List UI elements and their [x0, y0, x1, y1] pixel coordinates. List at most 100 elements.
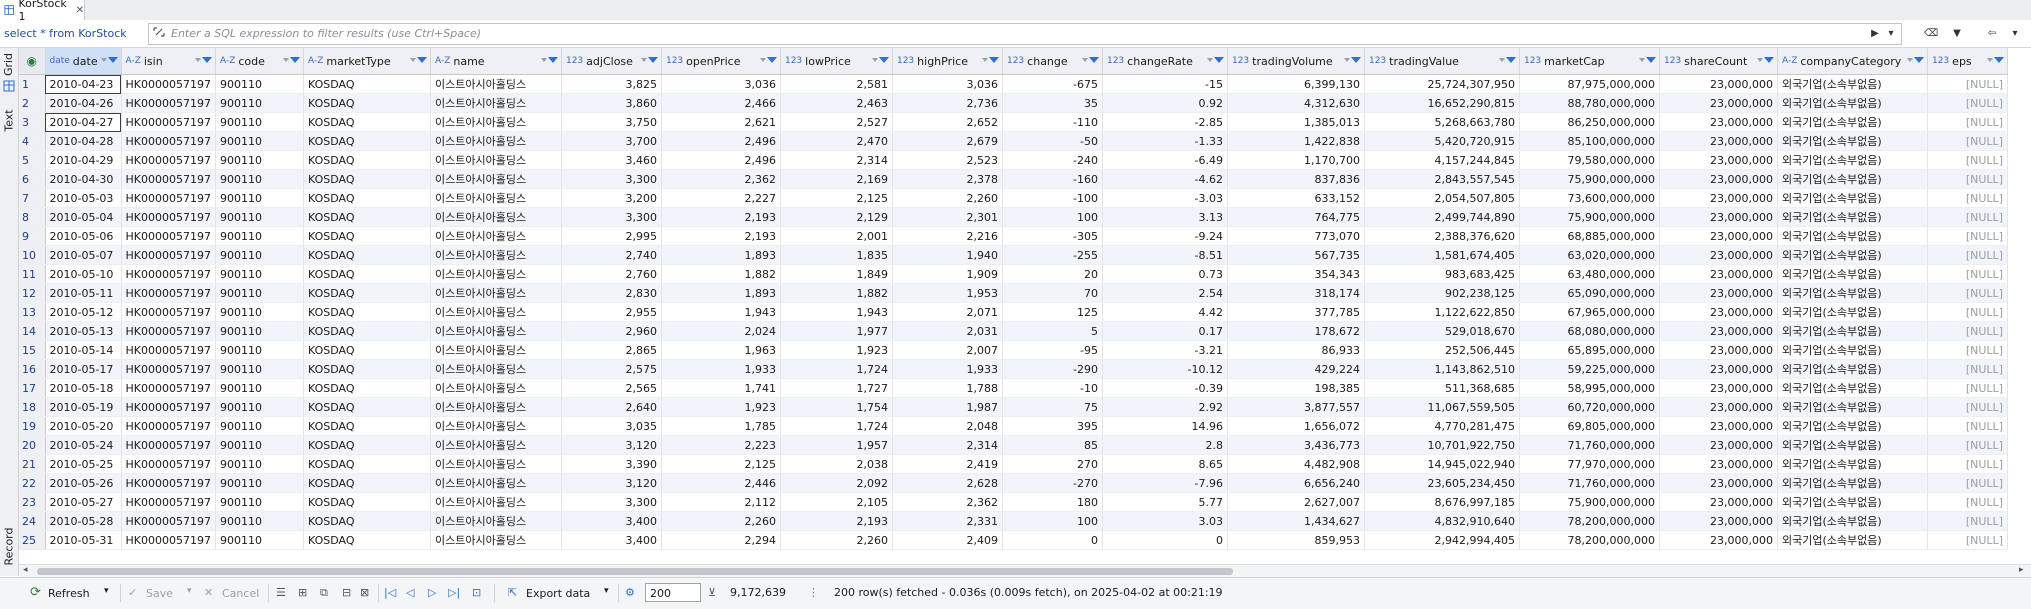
- table-cell[interactable]: KOSDAQ: [303, 150, 431, 170]
- table-cell[interactable]: 외국기업(소속부없음): [1777, 454, 1928, 474]
- table-cell[interactable]: 2,640: [561, 397, 662, 417]
- table-cell[interactable]: 외국기업(소속부없음): [1777, 473, 1928, 493]
- table-cell[interactable]: 1,849: [780, 264, 893, 284]
- table-cell[interactable]: -270: [1002, 473, 1103, 493]
- row-number[interactable]: 22: [19, 473, 46, 493]
- column-header-highPrice[interactable]: 123 highPrice: [892, 48, 1003, 75]
- table-cell[interactable]: 1,933: [892, 359, 1003, 379]
- row-number[interactable]: 2: [19, 93, 46, 113]
- row-number[interactable]: 4: [19, 131, 46, 151]
- row-number[interactable]: 21: [19, 454, 46, 474]
- table-cell[interactable]: 68,885,000,000: [1519, 226, 1660, 246]
- table-cell[interactable]: 2,942,994,405: [1364, 530, 1520, 550]
- table-cell[interactable]: 1,963: [661, 340, 781, 360]
- table-cell[interactable]: 2,470: [780, 131, 893, 151]
- table-cell[interactable]: 2010-04-23: [45, 74, 122, 94]
- table-cell[interactable]: 2,419: [892, 454, 1003, 474]
- table-cell[interactable]: 88,780,000,000: [1519, 93, 1660, 113]
- column-filter-icon[interactable]: [1350, 57, 1361, 63]
- table-cell[interactable]: 1,943: [780, 302, 893, 322]
- table-cell[interactable]: -10.12: [1102, 359, 1228, 379]
- table-cell[interactable]: 900110: [215, 492, 304, 512]
- table-cell[interactable]: 외국기업(소속부없음): [1777, 74, 1928, 94]
- table-row[interactable]: 6 2010-04-30 HK0000057197 900110 KOSDAQ 이스트아시…: [19, 169, 2008, 189]
- table-cell[interactable]: 2,466: [661, 93, 781, 113]
- table-cell[interactable]: 23,000,000: [1659, 226, 1778, 246]
- table-cell[interactable]: 6,656,240: [1227, 473, 1365, 493]
- table-cell[interactable]: 2010-05-17: [45, 359, 122, 379]
- table-cell[interactable]: [NULL]: [1927, 378, 2008, 398]
- table-cell[interactable]: 63,480,000,000: [1519, 264, 1660, 284]
- table-cell[interactable]: 이스트아시아홀딩스: [430, 397, 562, 417]
- table-cell[interactable]: 8.65: [1102, 454, 1228, 474]
- table-cell[interactable]: 1,785: [661, 416, 781, 436]
- table-cell[interactable]: 23,000,000: [1659, 283, 1778, 303]
- table-cell[interactable]: 3,436,773: [1227, 435, 1365, 455]
- table-cell[interactable]: 900110: [215, 245, 304, 265]
- row-number[interactable]: 25: [19, 530, 46, 550]
- column-header-marketType[interactable]: A-Z marketType: [303, 48, 431, 75]
- table-cell[interactable]: 20: [1002, 264, 1103, 284]
- table-cell[interactable]: 2010-05-13: [45, 321, 122, 341]
- table-cell[interactable]: 2,301: [892, 207, 1003, 227]
- apply-filter-icon[interactable]: ▶: [1871, 27, 1879, 39]
- table-cell[interactable]: 270: [1002, 454, 1103, 474]
- table-cell[interactable]: 567,735: [1227, 245, 1365, 265]
- table-cell[interactable]: 2010-05-14: [45, 340, 122, 360]
- column-header-eps[interactable]: 123 eps: [1927, 48, 2008, 75]
- table-cell[interactable]: 318,174: [1227, 283, 1365, 303]
- sort-icon[interactable]: [1498, 58, 1505, 62]
- table-cell[interactable]: 900110: [215, 321, 304, 341]
- table-row[interactable]: 24 2010-05-28 HK0000057197 900110 KOSDAQ 이스트아…: [19, 511, 2008, 531]
- table-cell[interactable]: 2010-05-20: [45, 416, 122, 436]
- table-cell[interactable]: 외국기업(소속부없음): [1777, 264, 1928, 284]
- table-cell[interactable]: 3,036: [892, 74, 1003, 94]
- table-cell[interactable]: 85,100,000,000: [1519, 131, 1660, 151]
- cancel-button[interactable]: ✕ Cancel: [204, 586, 260, 600]
- table-cell[interactable]: 이스트아시아홀딩스: [430, 188, 562, 208]
- table-cell[interactable]: HK0000057197: [121, 188, 216, 208]
- table-cell[interactable]: [NULL]: [1927, 264, 2008, 284]
- table-cell[interactable]: 2.92: [1102, 397, 1228, 417]
- table-cell[interactable]: 3,390: [561, 454, 662, 474]
- table-cell[interactable]: 0.17: [1102, 321, 1228, 341]
- table-cell[interactable]: 1,788: [892, 378, 1003, 398]
- sort-icon[interactable]: [1986, 58, 1993, 62]
- table-cell[interactable]: 23,000,000: [1659, 207, 1778, 227]
- row-number[interactable]: 17: [19, 378, 46, 398]
- table-cell[interactable]: KOSDAQ: [303, 226, 431, 246]
- table-cell[interactable]: 3,300: [561, 169, 662, 189]
- table-cell[interactable]: HK0000057197: [121, 150, 216, 170]
- table-cell[interactable]: 71,760,000,000: [1519, 435, 1660, 455]
- table-cell[interactable]: 2,378: [892, 169, 1003, 189]
- table-cell[interactable]: 외국기업(소속부없음): [1777, 416, 1928, 436]
- table-cell[interactable]: 0: [1002, 530, 1103, 550]
- table-cell[interactable]: 2,048: [892, 416, 1003, 436]
- table-cell[interactable]: HK0000057197: [121, 302, 216, 322]
- table-cell[interactable]: 3,825: [561, 74, 662, 94]
- table-cell[interactable]: 외국기업(소속부없음): [1777, 207, 1928, 227]
- table-cell[interactable]: HK0000057197: [121, 492, 216, 512]
- table-cell[interactable]: [NULL]: [1927, 492, 2008, 512]
- table-cell[interactable]: [NULL]: [1927, 302, 2008, 322]
- table-cell[interactable]: 2,031: [892, 321, 1003, 341]
- next-page-icon[interactable]: ▷: [428, 586, 437, 599]
- table-cell[interactable]: 2010-05-18: [45, 378, 122, 398]
- row-number[interactable]: 7: [19, 188, 46, 208]
- table-cell[interactable]: [NULL]: [1927, 435, 2008, 455]
- table-cell[interactable]: HK0000057197: [121, 511, 216, 531]
- table-cell[interactable]: 5,268,663,780: [1364, 112, 1520, 132]
- table-cell[interactable]: 395: [1002, 416, 1103, 436]
- table-cell[interactable]: 1,122,622,850: [1364, 302, 1520, 322]
- table-cell[interactable]: -3.03: [1102, 188, 1228, 208]
- table-cell[interactable]: 1,724: [780, 359, 893, 379]
- table-cell[interactable]: 1,727: [780, 378, 893, 398]
- table-cell[interactable]: [NULL]: [1927, 416, 2008, 436]
- table-cell[interactable]: 이스트아시아홀딩스: [430, 169, 562, 189]
- column-header-companyCategory[interactable]: A-Z companyCategory: [1777, 48, 1928, 75]
- table-cell[interactable]: 60,720,000,000: [1519, 397, 1660, 417]
- column-filter-icon[interactable]: [1505, 57, 1516, 63]
- table-cell[interactable]: 2,496: [661, 150, 781, 170]
- table-cell[interactable]: -3.21: [1102, 340, 1228, 360]
- table-cell[interactable]: 837,836: [1227, 169, 1365, 189]
